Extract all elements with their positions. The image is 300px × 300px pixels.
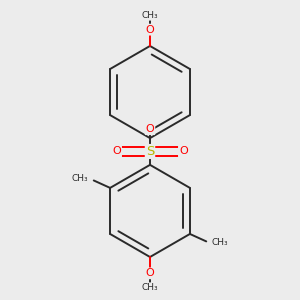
Text: CH₃: CH₃ <box>212 238 228 247</box>
Text: CH₃: CH₃ <box>142 11 158 20</box>
Text: S: S <box>146 145 154 158</box>
Text: O: O <box>146 124 154 134</box>
Text: O: O <box>112 146 121 157</box>
Text: CH₃: CH₃ <box>142 283 158 292</box>
Text: O: O <box>146 268 154 278</box>
Text: O: O <box>146 25 154 34</box>
Text: CH₃: CH₃ <box>72 175 88 184</box>
Text: O: O <box>179 146 188 157</box>
